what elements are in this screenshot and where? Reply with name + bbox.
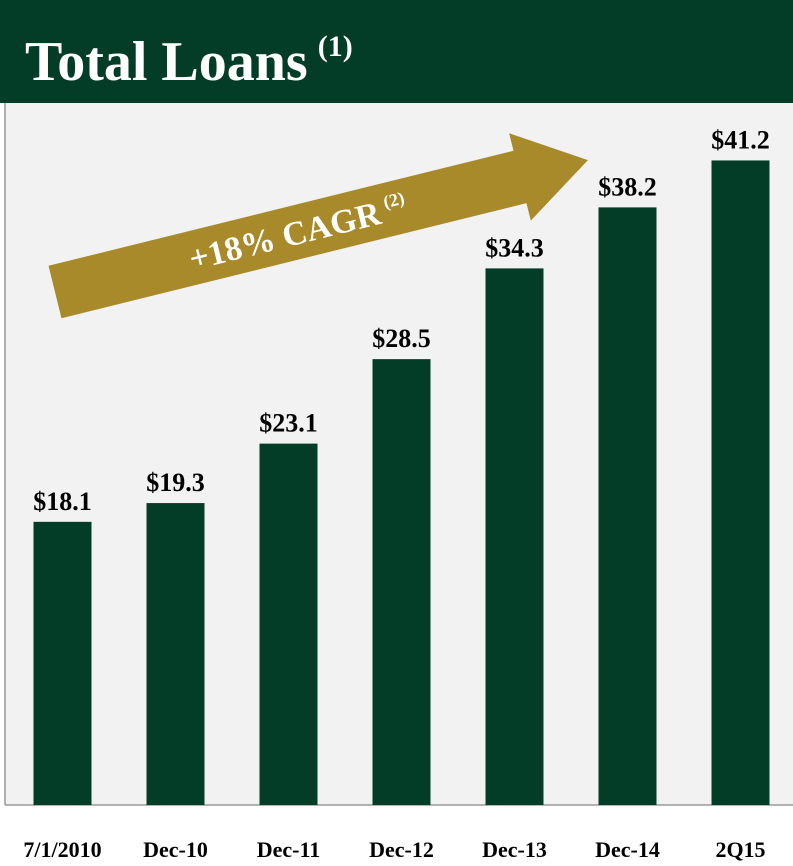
value-label: $34.3	[485, 233, 544, 262]
x-tick-label: 7/1/2010	[23, 837, 101, 862]
bar	[598, 207, 657, 806]
value-label: $23.1	[259, 409, 318, 438]
x-tick-label: Dec-11	[257, 837, 321, 862]
bar	[33, 521, 92, 805]
value-label: $19.3	[146, 468, 205, 497]
value-label: $18.1	[33, 487, 92, 516]
header-band	[0, 0, 793, 103]
x-tick-label: 2Q15	[715, 837, 765, 862]
value-label: $41.2	[711, 125, 770, 154]
x-tick-label: Dec-10	[143, 837, 208, 862]
value-label: $28.5	[372, 324, 431, 353]
x-tick-label: Dec-14	[595, 837, 660, 862]
bar	[372, 359, 431, 805]
x-tick-label: Dec-12	[369, 837, 434, 862]
bar	[259, 443, 318, 805]
title-text: Total Loans	[25, 31, 308, 93]
arrow-shape	[48, 133, 588, 319]
chart-title: Total Loans (1)	[25, 30, 353, 93]
x-tick-label: Dec-13	[482, 837, 547, 862]
bar	[711, 160, 770, 806]
bar	[146, 503, 205, 805]
title-note: (1)	[318, 30, 353, 63]
value-label: $38.2	[598, 172, 657, 201]
bar	[485, 268, 544, 805]
bars	[33, 160, 770, 806]
